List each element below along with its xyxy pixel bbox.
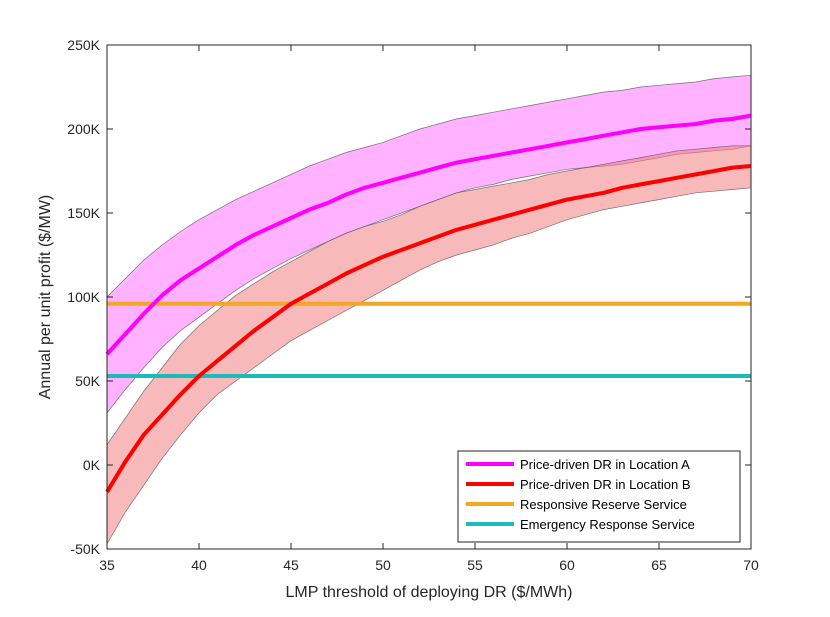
- legend-label-location-b: Price-driven DR in Location B: [520, 477, 691, 492]
- y-tick-label: 150K: [67, 205, 100, 221]
- legend-label-location-a: Price-driven DR in Location A: [520, 457, 690, 472]
- line-price-driven-dr-in-location-a: [105, 113, 752, 356]
- y-tick-label: 250K: [67, 37, 100, 53]
- y-axis-ticks: -50K 0K 50K 100K 150K 200K 250K: [67, 37, 751, 557]
- legend-label-emergency-response: Emergency Response Service: [520, 517, 695, 532]
- x-tick-label: 70: [743, 557, 759, 573]
- y-tick-label: 200K: [67, 121, 100, 137]
- y-tick-label: -50K: [70, 541, 100, 557]
- x-tick-label: 60: [559, 557, 575, 573]
- x-tick-label: 35: [99, 557, 115, 573]
- x-axis-ticks: 35 40 45 50 55 60 65 70: [99, 45, 759, 573]
- x-tick-label: 40: [191, 557, 207, 573]
- legend-label-responsive-reserve: Responsive Reserve Service: [520, 497, 687, 512]
- y-axis-label: Annual per unit profit ($/MW): [37, 195, 54, 400]
- x-tick-label: 45: [283, 557, 299, 573]
- line-price-driven-dr-in-location-b: [105, 164, 752, 493]
- series-lines: [105, 113, 752, 493]
- legend: Price-driven DR in Location A Price-driv…: [457, 450, 741, 543]
- y-tick-label: 100K: [67, 289, 100, 305]
- y-tick-label: 50K: [75, 373, 101, 389]
- legend-box: [457, 450, 741, 543]
- x-tick-label: 50: [375, 557, 391, 573]
- x-tick-label: 65: [651, 557, 667, 573]
- x-axis-label: LMP threshold of deploying DR ($/MWh): [286, 584, 573, 601]
- y-tick-label: 0K: [83, 457, 101, 473]
- x-tick-label: 55: [467, 557, 483, 573]
